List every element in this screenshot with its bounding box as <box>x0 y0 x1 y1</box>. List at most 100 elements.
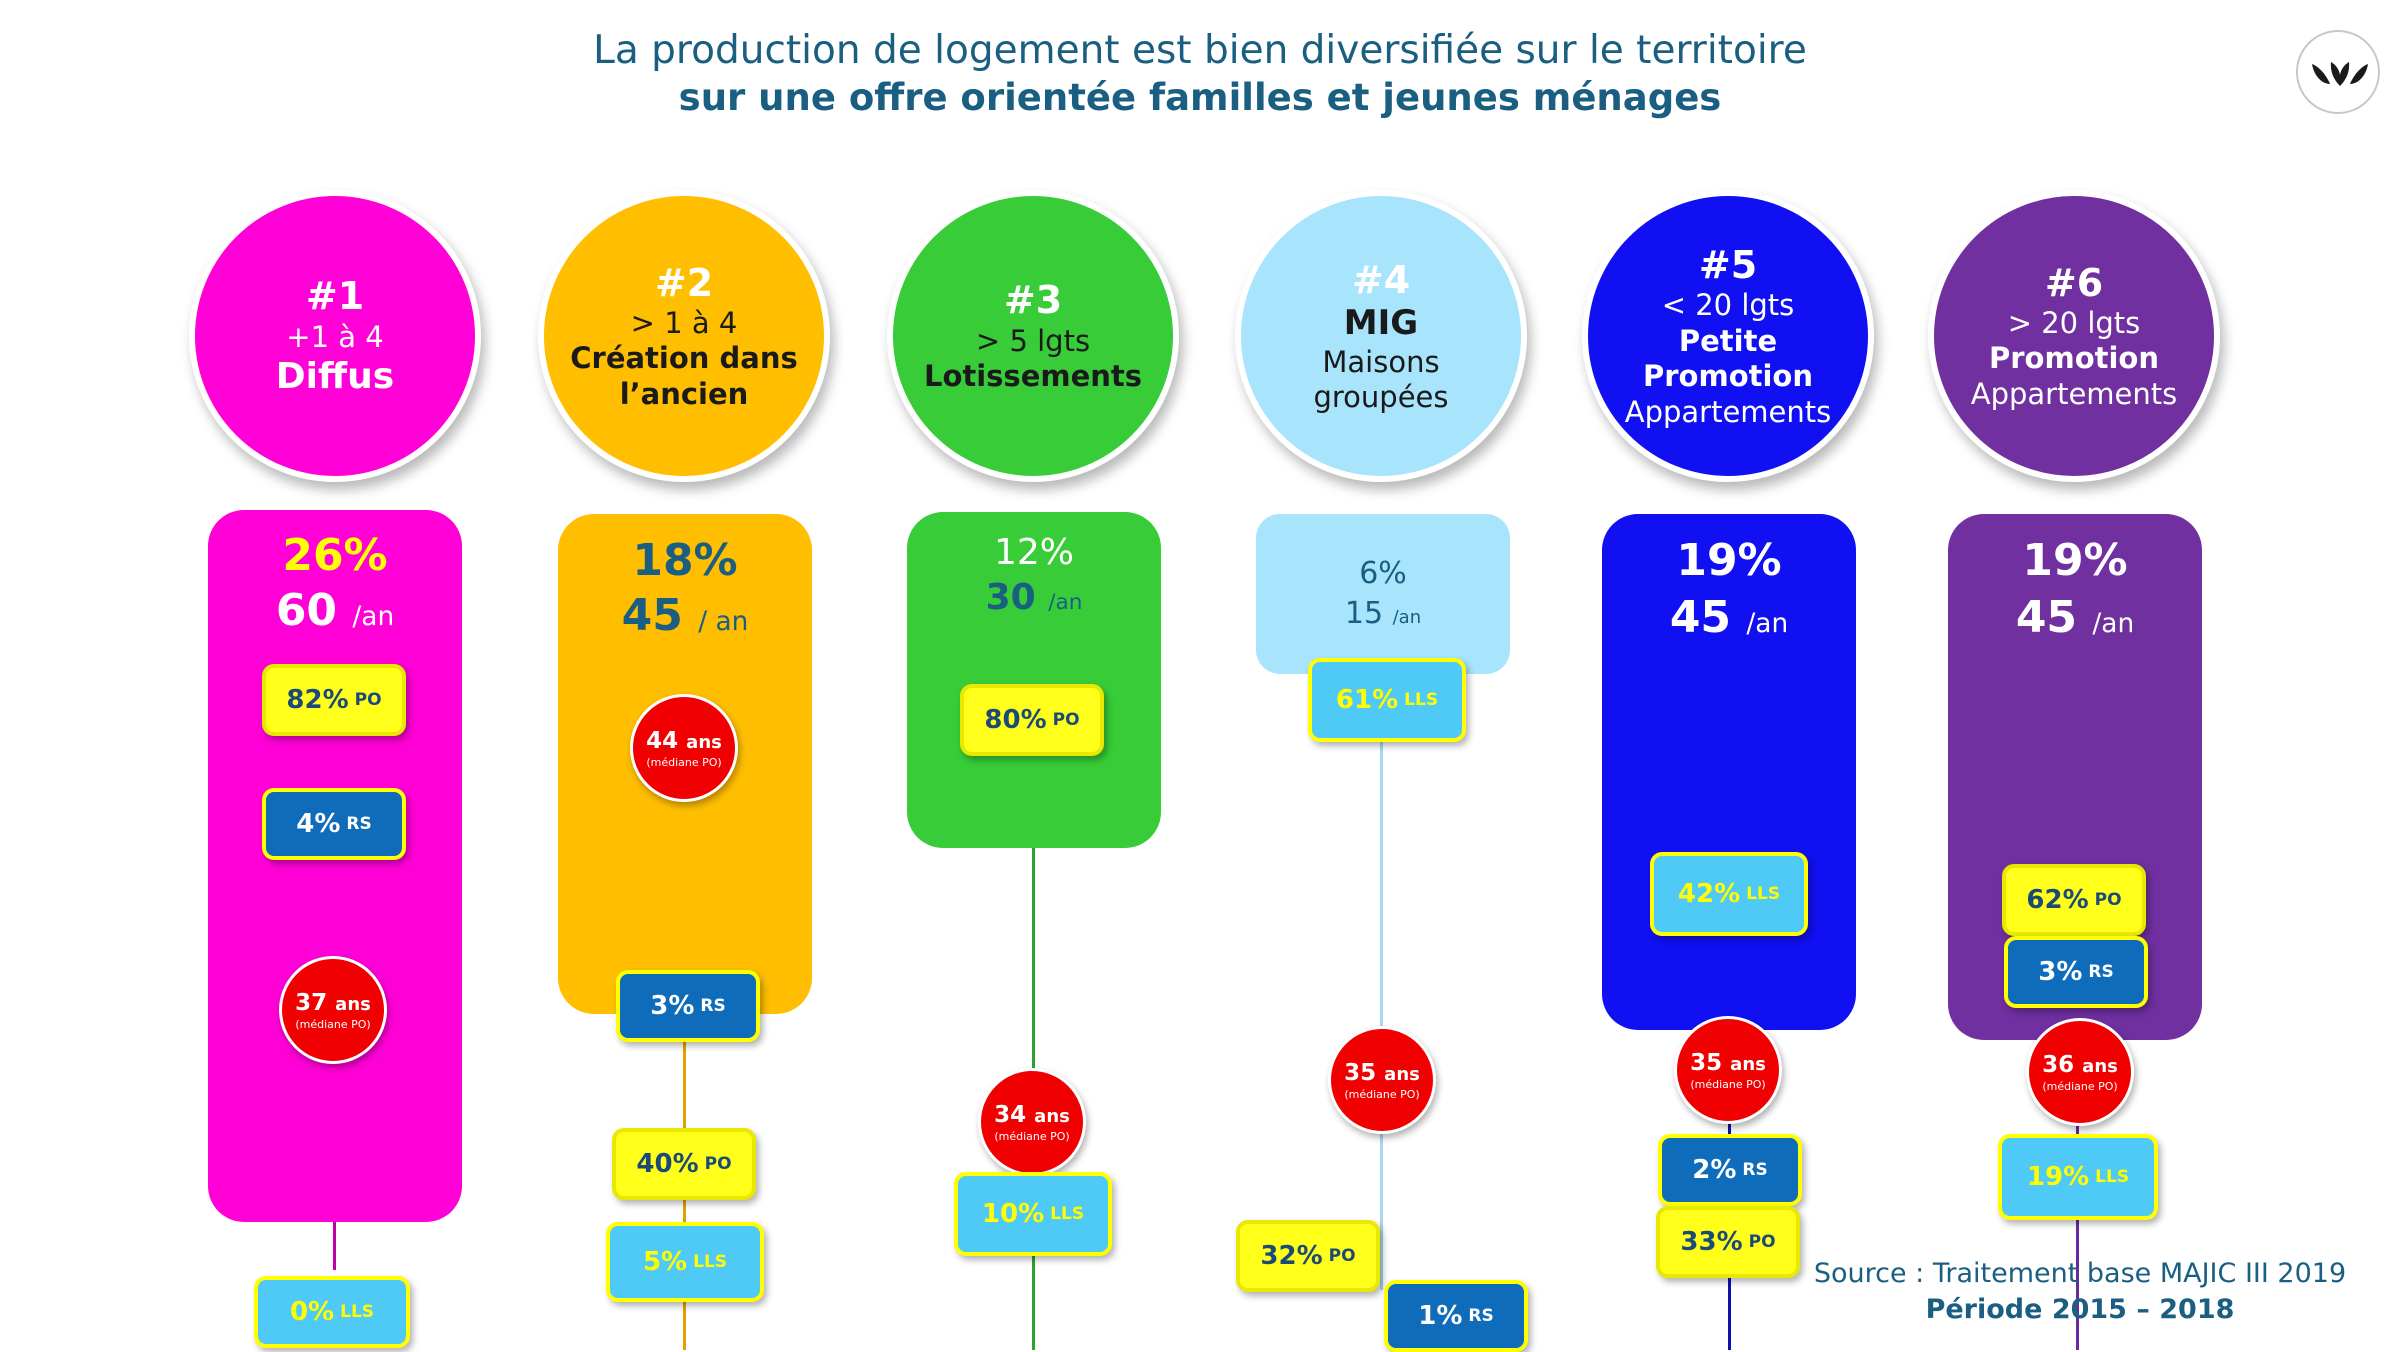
badge-value: 61% <box>1335 685 1399 715</box>
column-4-rank: #4 <box>1351 257 1411 302</box>
badge-value: 19% <box>2026 1162 2090 1192</box>
column-4-desc: Maisons <box>1322 344 1440 379</box>
column-1-rs-badge: 4% RS <box>262 788 406 860</box>
age-value: 36 <box>2042 1051 2075 1078</box>
brand-logo <box>2296 30 2380 114</box>
column-4-yearly-unit: /an <box>1392 607 1422 628</box>
badge-label: LLS <box>1050 1204 1085 1224</box>
age-value: 35 <box>1344 1059 1377 1086</box>
column-3-circle: #3 > 5 lgts Lotissements <box>887 190 1179 482</box>
badge-value: 1% <box>1418 1301 1463 1331</box>
column-6-desc: Appartements <box>1970 376 2178 411</box>
badge-value: 10% <box>981 1199 1045 1229</box>
age-unit: ans <box>686 731 722 753</box>
page-title: La production de logement est bien diver… <box>593 28 1807 73</box>
column-1-po-badge: 82% PO <box>262 664 406 736</box>
column-5-rank: #5 <box>1698 243 1758 288</box>
column-5-lls-badge: 42% LLS <box>1650 852 1808 936</box>
column-5-circle: #5 < 20 lgts Petite Promotion Appartemen… <box>1582 190 1874 482</box>
column-2-rank: #2 <box>654 260 714 305</box>
badge-label: LLS <box>340 1302 375 1322</box>
badge-value: 4% <box>296 809 341 839</box>
column-4-rs-badge: 1% RS <box>1384 1280 1528 1352</box>
badge-label: PO <box>1748 1232 1776 1252</box>
column-5-panel <box>1602 514 1856 1030</box>
column-3-po-badge: 80% PO <box>960 684 1104 756</box>
column-3-rank: #3 <box>1003 278 1063 323</box>
age-unit: ans <box>1034 1105 1070 1127</box>
age-unit: ans <box>2082 1055 2118 1077</box>
badge-value: 2% <box>1692 1155 1737 1185</box>
column-2-type: Création dans <box>570 341 798 376</box>
badge-label: LLS <box>693 1252 728 1272</box>
column-3-yearly-value: 30 <box>985 577 1036 618</box>
badge-label: RS <box>2088 962 2114 982</box>
badge-value: 80% <box>984 705 1047 735</box>
connector-line <box>1380 730 1383 1290</box>
column-3-size: > 5 lgts <box>975 323 1091 358</box>
badge-value: 40% <box>636 1149 699 1179</box>
period-line: Période 2015 – 2018 <box>1925 1294 2235 1326</box>
column-4-panel <box>1256 514 1510 674</box>
column-5-type: Petite <box>1678 323 1778 358</box>
age-note: (médiane PO) <box>2042 1079 2118 1093</box>
badge-label: RS <box>346 814 372 834</box>
column-1-type: Diffus <box>275 355 395 397</box>
column-6-share: 19% <box>2022 535 2128 586</box>
badge-value: 62% <box>2026 885 2089 915</box>
badge-label: LLS <box>1404 690 1439 710</box>
column-6-yearly: 45 /an <box>1948 592 2202 643</box>
source-note: Source : Traitement base MAJIC III 2019 … <box>1800 1256 2360 1329</box>
column-5-age-circle: 35 ans (médiane PO) <box>1674 1016 1782 1124</box>
column-2-size: > 1 à 4 <box>630 306 738 341</box>
column-1-panel <box>208 510 462 1222</box>
column-5-size: < 20 lgts <box>1661 288 1795 323</box>
age-note: (médiane PO) <box>646 755 722 769</box>
badge-label: RS <box>700 996 726 1016</box>
column-6-yearly-value: 45 <box>2015 592 2078 643</box>
column-5-desc: Appartements <box>1624 394 1832 429</box>
column-4-circle: #4 MIG Maisons groupées <box>1235 190 1527 482</box>
column-1-age-circle: 37 ans (médiane PO) <box>279 956 387 1064</box>
column-2-circle: #2 > 1 à 4 Création dans l’ancien <box>538 190 830 482</box>
column-1-yearly: 60 /an <box>208 585 462 636</box>
column-6-type: Promotion <box>1989 341 2159 376</box>
column-6-lls-badge: 19% LLS <box>1998 1134 2158 1220</box>
column-6-rank: #6 <box>2044 260 2104 305</box>
column-3-type: Lotissements <box>923 359 1143 394</box>
age-note: (médiane PO) <box>1690 1077 1766 1091</box>
badge-label: PO <box>354 690 382 710</box>
age-value: 44 <box>646 727 679 754</box>
page-subtitle: sur une offre orientée familles et jeune… <box>678 76 1722 119</box>
age-unit: ans <box>1730 1053 1766 1075</box>
badge-label: RS <box>1742 1160 1768 1180</box>
column-4-age-circle: 35 ans (médiane PO) <box>1328 1026 1436 1134</box>
column-2-rs-badge: 3% RS <box>616 970 760 1042</box>
column-5-yearly-unit: /an <box>1746 608 1789 639</box>
column-6-circle: #6 > 20 lgts Promotion Appartements <box>1928 190 2220 482</box>
badge-value: 42% <box>1677 879 1741 909</box>
column-1-size: +1 à 4 <box>286 319 384 354</box>
badge-label: PO <box>2094 890 2122 910</box>
column-5-type-2: Promotion <box>1643 359 1813 394</box>
column-6-po-badge: 62% PO <box>2002 864 2146 936</box>
age-value: 37 <box>295 989 328 1016</box>
column-5-yearly: 45 /an <box>1602 592 1856 643</box>
column-3-share: 12% <box>993 532 1074 573</box>
badge-label: PO <box>704 1154 732 1174</box>
age-unit: ans <box>1384 1063 1420 1085</box>
badge-value: 5% <box>642 1247 688 1277</box>
badge-label: RS <box>1468 1306 1494 1326</box>
leaves-logo-icon <box>2312 62 2368 86</box>
badge-value: 3% <box>650 991 695 1021</box>
column-2-yearly: 45 / an <box>558 590 812 641</box>
column-3-panel <box>907 512 1161 848</box>
column-1-share: 26% <box>282 530 388 581</box>
column-4-desc-2: groupées <box>1313 379 1449 414</box>
column-1-lls-badge: 0% LLS <box>254 1276 410 1348</box>
column-2-age-circle: 44 ans (médiane PO) <box>630 694 738 802</box>
column-6-rs-badge: 3% RS <box>2004 936 2148 1008</box>
column-1-yearly-unit: /an <box>352 601 395 632</box>
badge-value: 3% <box>2038 957 2083 987</box>
badge-label: LLS <box>2095 1167 2130 1187</box>
